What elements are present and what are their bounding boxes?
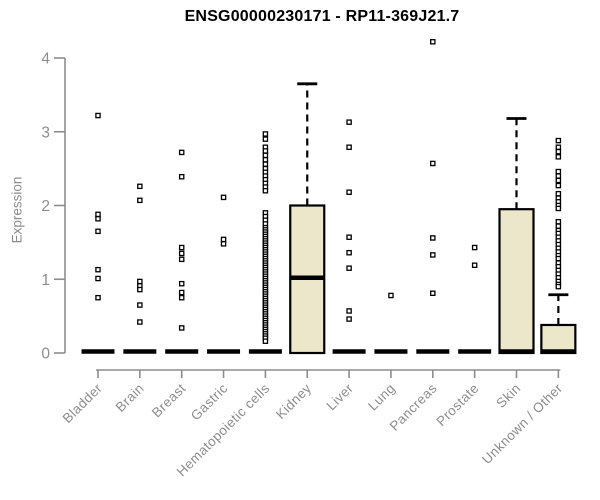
outlier-point <box>137 183 143 190</box>
y-axis-title: Expression <box>9 176 25 244</box>
outlier-point <box>555 144 562 150</box>
y-tick-label: 3 <box>41 124 50 141</box>
outlier-point <box>471 262 478 268</box>
x-tick-label: Brain <box>113 381 147 415</box>
outlier-point <box>137 319 143 325</box>
outlier-point <box>95 294 101 301</box>
outlier-point <box>137 302 143 308</box>
outlier-point <box>178 244 185 251</box>
outlier-point <box>262 157 269 163</box>
outlier-point <box>555 182 562 189</box>
x-tick-label: Lung <box>365 381 398 414</box>
outlier-point <box>555 283 562 290</box>
outlier-point <box>346 144 352 150</box>
outlier-point <box>555 148 562 155</box>
y-tick-label: 2 <box>41 198 50 215</box>
outlier-point <box>430 39 436 45</box>
outlier-point <box>178 256 185 263</box>
box <box>540 323 577 355</box>
outlier-point <box>137 278 143 285</box>
box <box>498 208 535 355</box>
outlier-point <box>137 197 143 204</box>
outlier-point <box>555 168 562 175</box>
outlier-point <box>95 266 101 273</box>
outlier-point <box>555 255 562 262</box>
outlier-point <box>346 119 352 125</box>
outlier-point <box>178 289 185 296</box>
y-tick-label: 4 <box>41 51 50 68</box>
outlier-point <box>430 235 436 241</box>
outlier-point <box>220 241 227 247</box>
outlier-point <box>220 194 227 201</box>
outlier-point <box>430 252 436 258</box>
outlier-point <box>178 173 185 180</box>
outlier-point <box>346 234 352 240</box>
outlier-point <box>555 173 562 179</box>
outlier-point <box>430 160 436 167</box>
x-tick-label: Bladder <box>60 380 106 426</box>
outlier-point <box>555 137 562 144</box>
outlier-point <box>95 211 101 218</box>
x-tick-label: Prostate <box>433 381 481 429</box>
y-tick-label: 1 <box>41 272 50 289</box>
outlier-point <box>262 187 269 194</box>
x-tick-label: Skin <box>493 381 523 411</box>
outlier-point <box>471 244 478 251</box>
outlier-point <box>178 294 185 301</box>
x-tick-label: Liver <box>324 380 357 413</box>
outlier-point <box>178 149 185 156</box>
outlier-point <box>555 190 562 197</box>
outlier-point <box>346 249 352 256</box>
chart-title: ENSG00000230171 - RP11-369J21.7 <box>184 8 460 25</box>
x-tick-label: Breast <box>149 381 189 421</box>
outlier-point <box>430 290 436 297</box>
outlier-point <box>178 280 185 287</box>
outlier-point <box>262 338 269 344</box>
outlier-point <box>346 265 352 271</box>
outlier-point <box>262 148 269 154</box>
outlier-point <box>262 136 269 142</box>
outlier-point <box>262 161 269 167</box>
outlier-point <box>388 292 394 299</box>
y-tick-label: 0 <box>41 346 50 363</box>
outlier-point <box>555 205 562 212</box>
outlier-point <box>555 177 562 184</box>
outlier-point <box>220 236 227 243</box>
x-tick-label: Kidney <box>273 381 314 422</box>
outlier-point <box>95 112 101 119</box>
outlier-point <box>178 325 185 331</box>
outlier-point <box>346 308 352 314</box>
outlier-point <box>95 216 101 222</box>
outlier-point <box>346 316 352 322</box>
outlier-point <box>346 189 352 195</box>
outlier-point <box>262 131 269 137</box>
outlier-point <box>95 228 101 235</box>
outlier-point <box>555 223 562 229</box>
outlier-point <box>178 250 185 257</box>
outlier-point <box>95 275 101 282</box>
outlier-point <box>262 152 269 159</box>
outlier-point <box>555 154 562 160</box>
outlier-point <box>555 218 562 225</box>
outlier-point <box>137 286 143 293</box>
x-tick-label: Unknown / Other <box>479 380 566 467</box>
